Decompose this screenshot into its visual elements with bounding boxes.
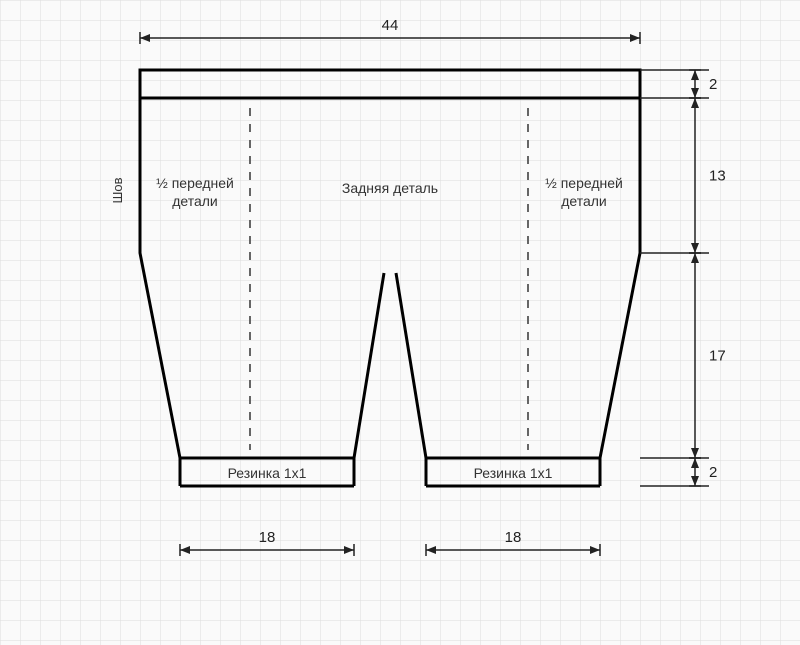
arrowhead <box>140 34 150 42</box>
crotch-right <box>396 273 426 486</box>
dim-band-bottom-value: 2 <box>709 464 717 481</box>
body-left-outline <box>140 98 180 486</box>
arrowhead <box>691 448 699 458</box>
label-seam: Шов <box>110 177 125 203</box>
arrowhead <box>590 546 600 554</box>
arrowhead <box>630 34 640 42</box>
arrowhead <box>691 243 699 253</box>
label-front-right: ½ передней <box>545 175 623 191</box>
dim-width-total-value: 44 <box>382 17 399 34</box>
dim-body-lower-value: 17 <box>709 348 726 365</box>
label-front-right: детали <box>561 193 607 209</box>
dim-leg-right-value: 18 <box>505 529 522 546</box>
label-rib-left: Резинка 1x1 <box>228 465 307 481</box>
waistband-outline <box>140 70 640 98</box>
dim-body-upper-value: 13 <box>709 168 726 185</box>
arrowhead <box>180 546 190 554</box>
arrowhead <box>691 476 699 486</box>
dim-leg-left-value: 18 <box>259 529 276 546</box>
arrowhead <box>344 546 354 554</box>
arrowhead <box>691 253 699 263</box>
arrowhead <box>691 88 699 98</box>
arrowhead <box>691 458 699 468</box>
label-front-left: ½ передней <box>156 175 234 191</box>
crotch-left <box>354 273 384 486</box>
label-back: Задняя деталь <box>342 180 438 196</box>
arrowhead <box>426 546 436 554</box>
label-rib-right: Резинка 1x1 <box>474 465 553 481</box>
arrowhead <box>691 98 699 108</box>
body-right-outline <box>600 98 640 486</box>
arrowhead <box>691 70 699 80</box>
dim-band-top-value: 2 <box>709 76 717 93</box>
label-front-left: детали <box>172 193 218 209</box>
